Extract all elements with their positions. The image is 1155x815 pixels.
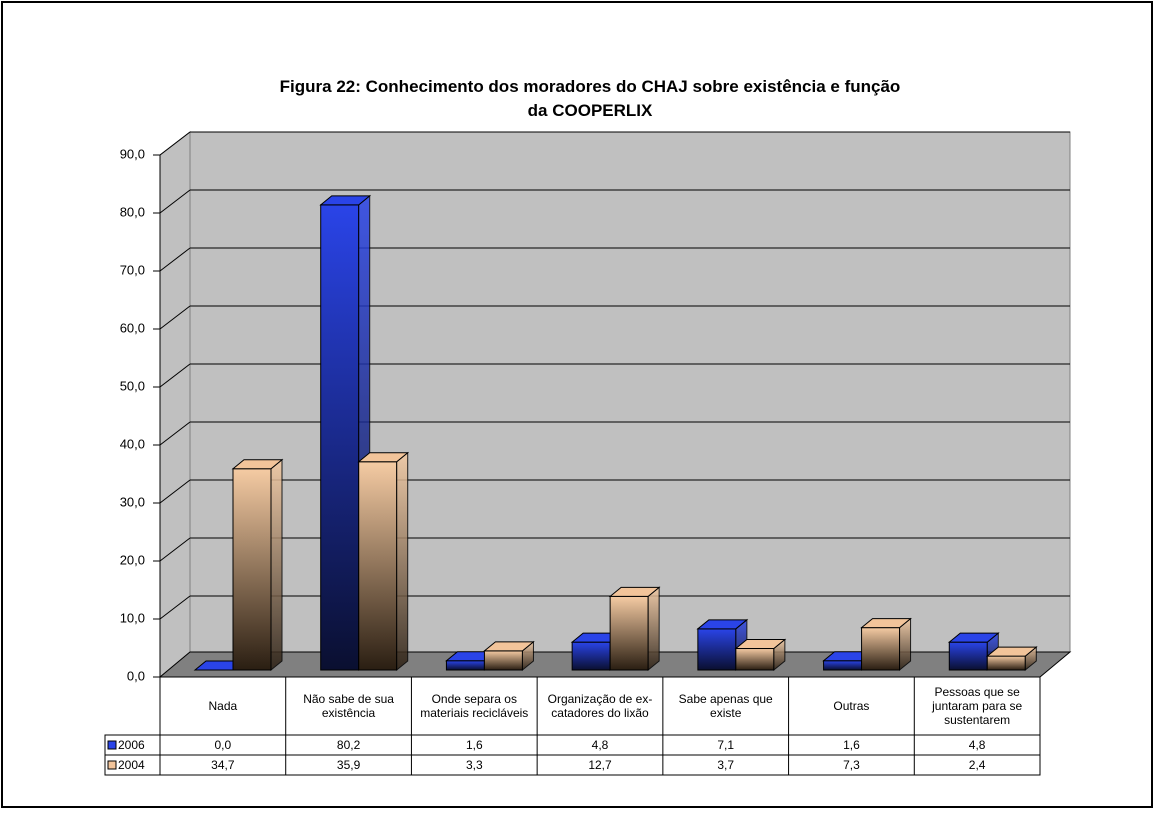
- bar-top: [357, 452, 410, 463]
- x-tick-label: Nada: [208, 699, 238, 713]
- y-tick-label: 30,0: [120, 494, 145, 509]
- bar-top: [947, 632, 1000, 643]
- bar-side: [270, 458, 283, 672]
- bar: [948, 641, 988, 671]
- bar: [823, 660, 863, 671]
- side-wall: [159, 130, 191, 679]
- y-tick-label: 80,0: [120, 204, 145, 219]
- data-label: 1,6: [466, 738, 483, 752]
- bar-top: [319, 195, 372, 206]
- data-label: 3,3: [466, 758, 483, 772]
- bar: [483, 650, 523, 671]
- category-label: Sabe apenas que existe: [678, 692, 773, 720]
- grid-line: [159, 247, 191, 272]
- bar: [861, 627, 901, 671]
- category-label: Outras: [833, 699, 870, 713]
- data-label: 3,7: [717, 758, 734, 772]
- bar: [697, 628, 737, 671]
- grid-line: [159, 305, 191, 330]
- y-tick-label: 10,0: [120, 610, 145, 625]
- data-label: 34,7: [211, 758, 235, 772]
- chart-title: Figura 22: Conhecimento dos moradores do…: [280, 77, 901, 120]
- bar-top: [860, 618, 912, 629]
- grid-line: [159, 421, 191, 446]
- bar-top: [608, 586, 661, 597]
- grid-line: [159, 595, 191, 620]
- x-tick-label: Pessoas que se juntaram para se sustenta…: [932, 685, 1023, 727]
- legend-key: [107, 760, 117, 770]
- bar: [320, 204, 360, 671]
- legend-label: 2006: [118, 738, 145, 752]
- category-label: Não sabe de sua existência: [303, 692, 394, 720]
- x-tick-label: Outras: [833, 699, 870, 713]
- grid-line: [159, 363, 191, 388]
- y-tick-label: 20,0: [120, 552, 145, 567]
- data-label: 0,0: [215, 738, 232, 752]
- grid-line: [159, 131, 191, 156]
- bar-side: [647, 586, 660, 672]
- bar: [609, 595, 649, 671]
- bar-top: [734, 639, 787, 650]
- category-label: Organização de ex-catadores do lixão: [547, 692, 653, 720]
- data-label: 7,1: [717, 738, 734, 752]
- category-label: Pessoas que se juntaram para se sustenta…: [932, 685, 1023, 727]
- bar: [986, 655, 1026, 671]
- bar-side: [396, 451, 409, 672]
- bar: [735, 648, 775, 671]
- grid-line: [159, 189, 191, 214]
- data-label: 80,2: [337, 738, 361, 752]
- bar: [571, 641, 611, 671]
- bar: [232, 468, 272, 671]
- x-tick-label: Sabe apenas que existe: [678, 692, 773, 720]
- y-tick-label: 40,0: [120, 436, 145, 451]
- y-tick-label: 0,0: [127, 668, 145, 683]
- data-label: 4,8: [969, 738, 986, 752]
- data-label: 2,4: [969, 758, 986, 772]
- data-label: 12,7: [588, 758, 612, 772]
- grid-line: [159, 479, 191, 504]
- data-label: 1,6: [843, 738, 860, 752]
- data-label: 4,8: [592, 738, 609, 752]
- legend-key: [107, 740, 117, 750]
- bar-top: [985, 646, 1038, 657]
- y-tick-label: 50,0: [120, 378, 145, 393]
- bar-top: [696, 619, 749, 630]
- data-label: 7,3: [843, 758, 860, 772]
- legend-label: 2004: [118, 758, 145, 772]
- x-tick-label: Onde separa os materiais recicláveis: [420, 692, 529, 720]
- x-tick-label: Organização de ex-catadores do lixão: [547, 692, 653, 720]
- bar-top: [231, 459, 284, 470]
- x-tick-label: Não sabe de sua existência: [303, 692, 394, 720]
- bar-top: [483, 641, 535, 652]
- grid-line: [159, 537, 191, 562]
- data-label: 35,9: [337, 758, 361, 772]
- y-tick-label: 70,0: [120, 262, 145, 277]
- y-tick-label: 90,0: [120, 146, 145, 161]
- bar: [445, 660, 485, 671]
- bar: [358, 461, 398, 671]
- y-tick-label: 60,0: [120, 320, 145, 335]
- category-label: Nada: [208, 699, 238, 713]
- category-label: Onde separa os materiais recicláveis: [420, 692, 529, 720]
